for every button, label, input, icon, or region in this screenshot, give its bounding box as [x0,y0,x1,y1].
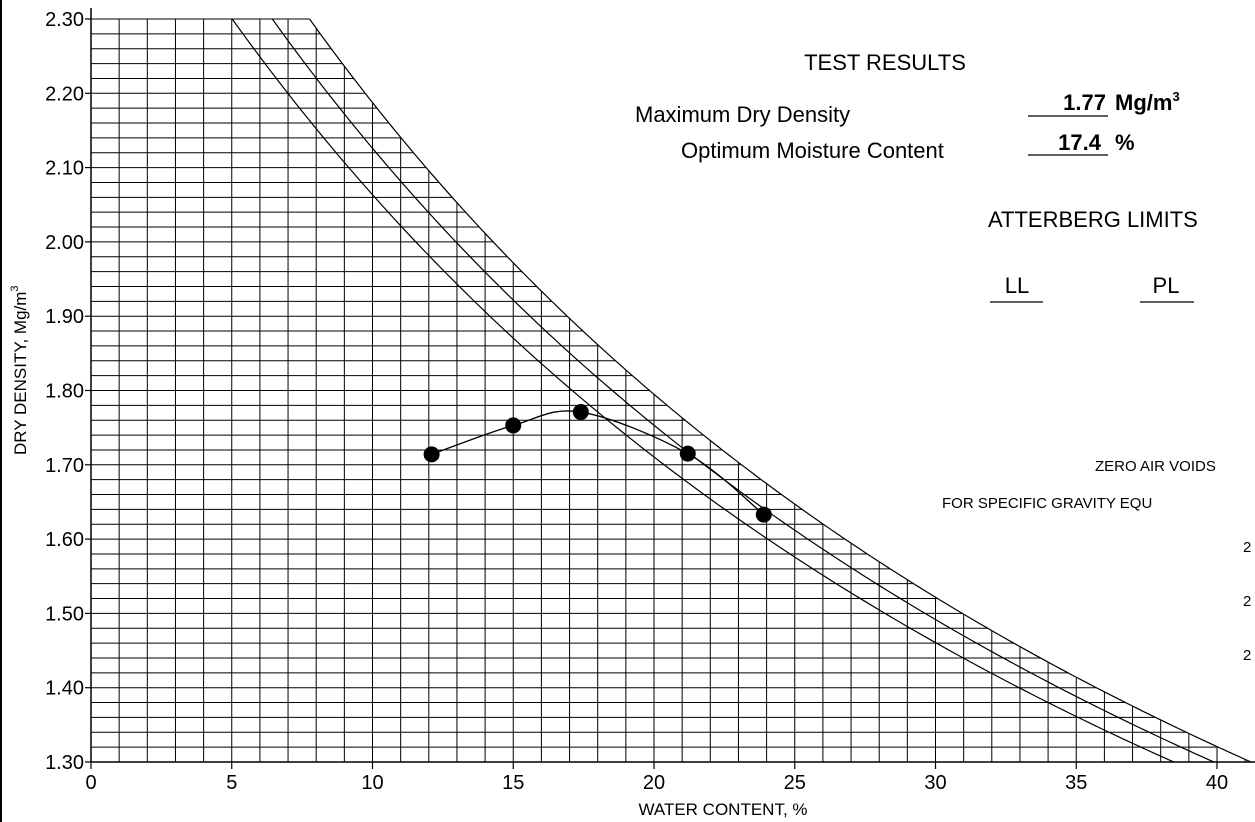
x-tick-label: 0 [85,772,96,794]
x-tick-label: 20 [643,772,665,794]
grid-region [91,18,1252,762]
x-axis-title: WATER CONTENT, % [638,800,807,819]
zav-legend-label-3: 2 [1243,647,1251,664]
zav-legend-line2: FOR SPECIFIC GRAVITY EQU [942,495,1152,512]
zav-legend-label-2: 2 [1243,593,1251,610]
omc-unit: % [1115,130,1135,155]
pl-label: PL [1153,273,1180,298]
y-axis-title-main: DRY DENSITY, Mg/m [11,292,30,455]
omc-label: Optimum Moisture Content [681,138,944,163]
y-tick-label: 1.30 [45,752,84,774]
zero-air-voids-curves [231,18,1253,762]
y-axis-title-sup: 3 [9,285,21,291]
max-dry-density-unit-main: Mg/m [1115,90,1172,115]
data-point [755,506,772,523]
test-results-title: TEST RESULTS [804,50,966,75]
y-tick-label: 1.80 [45,381,84,403]
data-point [572,404,589,421]
y-tick-label: 1.90 [45,306,84,328]
max-dry-density-unit-sup: 3 [1172,89,1179,104]
x-tick-label: 35 [1065,772,1087,794]
y-tick-label: 2.20 [45,83,84,105]
ll-label: LL [1005,273,1029,298]
y-tick-label: 2.00 [45,232,84,254]
data-point [505,417,522,434]
y-tick-label: 1.60 [45,529,84,551]
max-dry-density-label: Maximum Dry Density [635,102,850,127]
x-tick-label: 10 [361,772,383,794]
data-point [679,445,696,462]
max-dry-density-unit: Mg/m3 [1115,89,1180,115]
zav-curve [309,18,1253,762]
x-tick-label: 30 [924,772,946,794]
x-ticks: 0 5 10 15 20 25 30 35 40 [85,762,1228,794]
zav-legend-line1: ZERO AIR VOIDS [1095,458,1216,475]
y-ticks: 1.30 1.40 1.50 1.60 1.70 1.80 1.90 2.00 2.10 2.20… [45,9,91,774]
zav-legend-label-1: 2 [1243,539,1251,556]
atterberg-title: ATTERBERG LIMITS [988,207,1198,232]
y-tick-label: 1.40 [45,678,84,700]
y-tick-label: 1.70 [45,455,84,477]
zav-curve [231,18,1176,762]
x-tick-label: 5 [226,772,237,794]
omc-value: 17.4 [1058,130,1102,155]
x-tick-label: 15 [502,772,524,794]
y-tick-label: 2.10 [45,158,84,180]
y-axis-title: DRY DENSITY, Mg/m3 [9,285,30,455]
max-dry-density-value: 1.77 [1063,90,1106,115]
y-tick-label: 2.30 [45,9,84,31]
x-tick-label: 25 [784,772,806,794]
y-tick-label: 1.50 [45,603,84,625]
data-points [423,404,772,523]
x-tick-label: 40 [1206,772,1228,794]
zav-curve [271,18,1216,762]
data-point [423,446,440,463]
